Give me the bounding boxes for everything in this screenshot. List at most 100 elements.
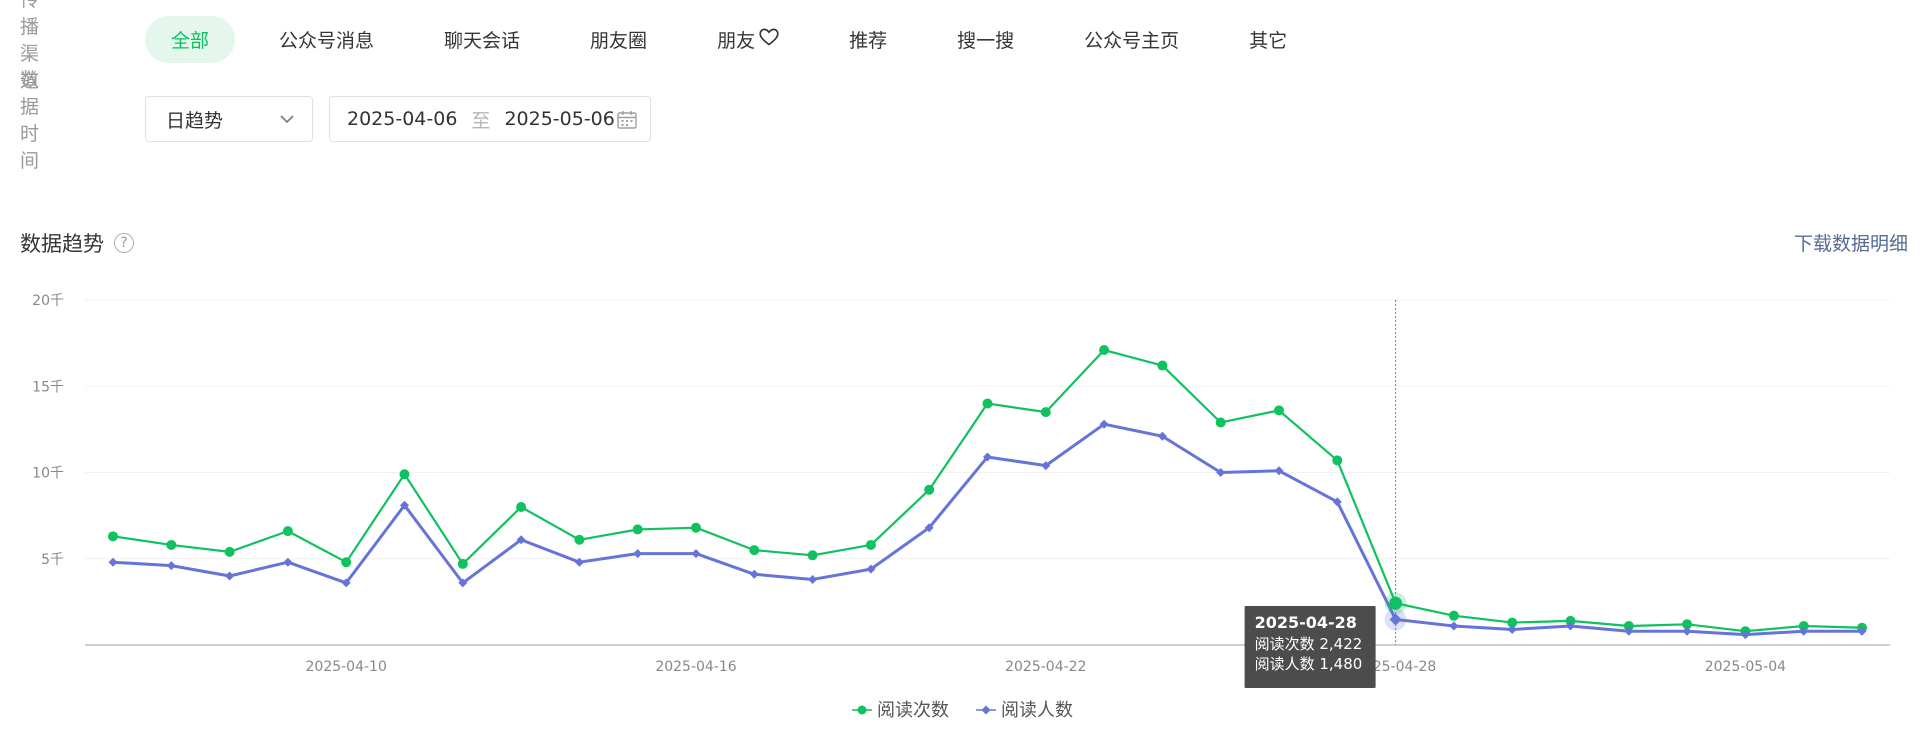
calendar-icon[interactable] [616, 109, 638, 136]
tab-official-account-messages[interactable]: 公众号消息 [253, 16, 400, 63]
tab-all[interactable]: 全部 [145, 15, 236, 63]
tooltip-line: 阅读人数 1,480 [1255, 655, 1363, 673]
data-point[interactable] [1274, 405, 1284, 416]
tab-moments-label: 朋友圈 [590, 29, 648, 52]
time-filter-label: 数据时间 [20, 69, 40, 172]
data-point[interactable] [807, 550, 818, 561]
data-point[interactable] [341, 578, 351, 588]
data-point[interactable] [1565, 615, 1576, 626]
heart-icon [759, 28, 779, 50]
tab-friends-label: 朋友 [717, 29, 756, 52]
range-separator: 至 [471, 109, 491, 132]
data-point[interactable] [1274, 466, 1284, 476]
data-point[interactable] [1215, 417, 1226, 428]
data-point[interactable] [983, 452, 992, 462]
tab-account-homepage[interactable]: 公众号主页 [1058, 16, 1205, 63]
data-point[interactable] [166, 539, 177, 550]
data-point[interactable] [1682, 619, 1693, 630]
data-point[interactable] [1740, 630, 1750, 640]
data-point[interactable] [574, 534, 585, 545]
data-point[interactable] [1624, 626, 1634, 636]
granularity-select[interactable]: 日趋势 [145, 96, 313, 142]
data-point[interactable] [1449, 621, 1459, 631]
data-point[interactable] [924, 523, 934, 533]
data-point[interactable] [982, 398, 993, 409]
legend-label[interactable]: 阅读人数 [1001, 700, 1073, 721]
channel-tabs: 全部 公众号消息 聊天会话 朋友圈 朋友 推荐 搜一搜 公众号主页 其它 [145, 15, 1331, 63]
data-point[interactable] [1041, 461, 1051, 471]
tab-moments[interactable]: 朋友圈 [564, 16, 673, 63]
y-tick-label: 10千 [32, 466, 64, 482]
channel-filter-label: 传播渠道 [20, 0, 40, 92]
x-tick-label: 2025-04-10 [306, 659, 387, 675]
data-point[interactable] [632, 524, 643, 535]
data-point[interactable] [749, 545, 760, 556]
data-point[interactable] [1099, 419, 1109, 429]
data-point[interactable] [1448, 610, 1459, 621]
trend-chart: 5千 10千 15千 20千 2025-04-10 2025-04-16 2025-04-2… [32, 293, 1890, 721]
tab-search[interactable]: 搜一搜 [931, 16, 1040, 63]
data-point[interactable] [516, 502, 527, 512]
data-point[interactable] [458, 578, 468, 588]
data-point[interactable] [283, 557, 293, 567]
data-point[interactable] [865, 539, 876, 550]
axis-layer: 5千 10千 15千 20千 2025-04-10 2025-04-16 2025-04-2… [32, 293, 1890, 675]
data-point[interactable] [399, 469, 410, 480]
legend-marker [857, 705, 867, 715]
tab-recommend[interactable]: 推荐 [823, 16, 913, 63]
tab-friends-liked[interactable]: 朋友 [691, 16, 805, 63]
question-circle-icon[interactable]: ? [114, 233, 134, 253]
x-tick-label: 2025-05-04 [1705, 659, 1786, 675]
start-date[interactable]: 2025-04-06 [347, 108, 458, 130]
data-point[interactable] [1216, 468, 1226, 477]
data-point[interactable] [1332, 455, 1343, 466]
data-point[interactable] [516, 535, 526, 545]
highlight-point [1389, 613, 1402, 626]
granularity-value: 日趋势 [166, 109, 224, 132]
legend-marker [981, 705, 991, 715]
tab-other[interactable]: 其它 [1223, 16, 1313, 63]
tooltip-layer: 2025-04-28 阅读次数 2,422 阅读人数 1,480 [1244, 300, 1407, 688]
y-tick-label: 20千 [32, 293, 64, 309]
data-point[interactable] [1332, 497, 1342, 507]
data-point[interactable] [282, 526, 293, 537]
data-point[interactable] [1157, 360, 1168, 371]
section-title: 数据趋势 ? [20, 228, 134, 258]
data-point[interactable] [1566, 621, 1575, 631]
data-point[interactable] [808, 574, 818, 584]
data-point[interactable] [225, 571, 235, 581]
data-point[interactable] [691, 522, 701, 533]
data-point[interactable] [1857, 626, 1867, 636]
tab-other-label: 其它 [1249, 29, 1288, 52]
data-point[interactable] [1099, 345, 1110, 356]
data-point[interactable] [924, 484, 935, 495]
data-point[interactable] [1682, 626, 1692, 636]
data-point[interactable] [749, 569, 759, 579]
data-point[interactable] [1507, 624, 1517, 634]
data-point[interactable] [1623, 621, 1634, 632]
data-point[interactable] [108, 557, 118, 567]
data-point[interactable] [166, 561, 176, 571]
date-range-picker[interactable]: 2025-04-06 至 2025-05-06 [329, 96, 651, 142]
data-point[interactable] [1799, 626, 1809, 636]
data-point[interactable] [1157, 431, 1167, 441]
x-tick-label: 2025-04-22 [1005, 659, 1086, 675]
data-point[interactable] [691, 549, 701, 559]
legend-layer: 阅读次数 阅读人数 [852, 700, 1073, 721]
data-point[interactable] [574, 557, 584, 567]
tab-chat-sessions[interactable]: 聊天会话 [418, 16, 546, 63]
end-date[interactable]: 2025-05-06 [504, 108, 615, 130]
data-point[interactable] [1798, 621, 1809, 632]
download-details-link[interactable]: 下载数据明细 [1793, 233, 1908, 255]
data-point[interactable] [633, 549, 643, 559]
data-point[interactable] [224, 546, 235, 557]
tooltip-box [1244, 606, 1376, 688]
data-point[interactable] [1507, 617, 1518, 628]
data-point[interactable] [400, 500, 409, 510]
legend-label[interactable]: 阅读次数 [877, 700, 949, 721]
data-point[interactable] [457, 558, 468, 569]
data-point[interactable] [108, 531, 118, 542]
data-point[interactable] [866, 564, 876, 574]
data-point[interactable] [341, 557, 352, 568]
data-point[interactable] [1040, 407, 1051, 418]
